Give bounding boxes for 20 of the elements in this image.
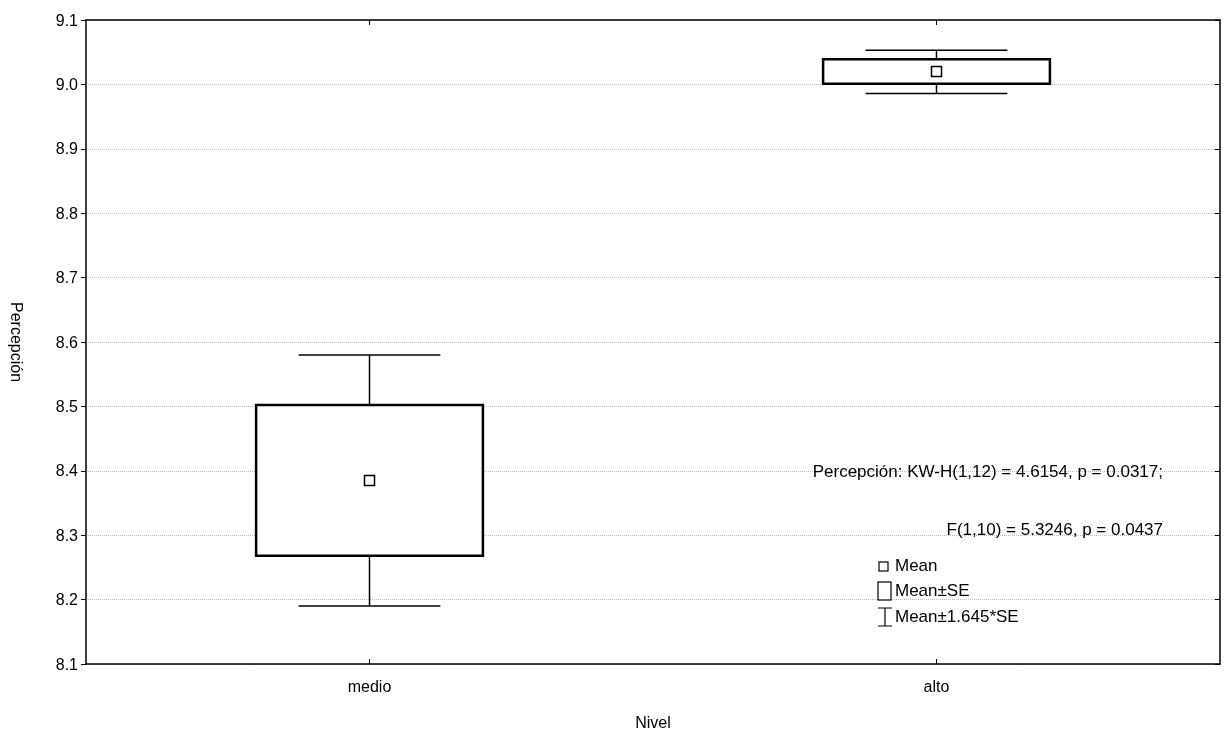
y-tick-label: 8.2 xyxy=(55,591,79,609)
y-tick-label: 9.1 xyxy=(55,11,79,29)
annotation: Mean±SE xyxy=(895,581,970,601)
y-tick-label: 8.8 xyxy=(55,204,79,222)
y-tick-label: 8.7 xyxy=(55,269,79,287)
annotation: F(1,10) = 5.3246, p = 0.0437 xyxy=(946,520,1163,540)
y-tick-label: 9.0 xyxy=(55,75,79,93)
x-tick-label: medio xyxy=(347,677,392,695)
y-tick-label: 8.3 xyxy=(55,526,79,544)
y-tick-label: 8.6 xyxy=(55,333,79,351)
y-tick-label: 8.9 xyxy=(55,140,79,158)
annotation: Mean xyxy=(895,556,938,576)
x-tick-label: alto xyxy=(923,677,950,695)
y-tick-label: 8.4 xyxy=(55,462,79,480)
y-axis-title: Percepción xyxy=(7,301,25,383)
annotation: Percepción: KW-H(1,12) = 4.6154, p = 0.0317; xyxy=(812,462,1163,482)
y-tick-label: 8.1 xyxy=(55,655,79,673)
x-axis-title: Nivel xyxy=(635,713,671,731)
annotation: Mean±1.645*SE xyxy=(895,607,1019,627)
y-tick-label: 8.5 xyxy=(55,397,79,415)
